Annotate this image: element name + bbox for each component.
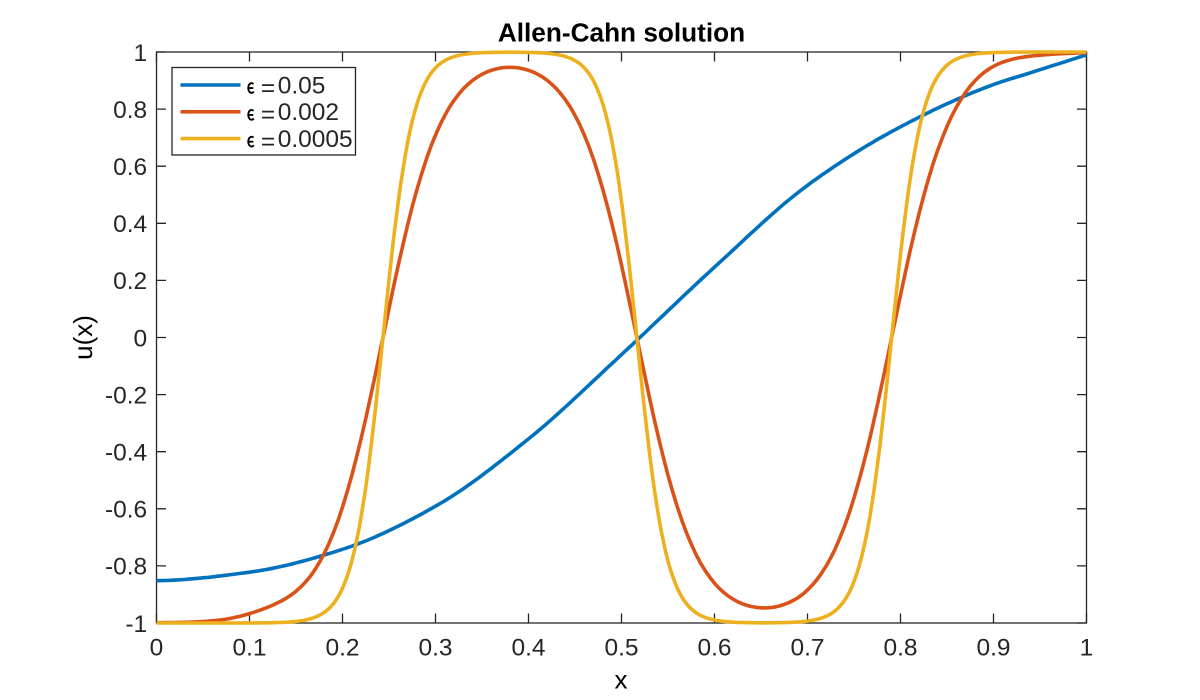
svg-text:=: = [261, 75, 275, 102]
svg-text:0.05: 0.05 [278, 72, 326, 99]
svg-text:0.6: 0.6 [113, 154, 147, 181]
svg-text:-1: -1 [125, 611, 147, 638]
svg-text:0.4: 0.4 [113, 211, 147, 238]
svg-text:-0.8: -0.8 [105, 554, 147, 581]
svg-text:0.6: 0.6 [697, 635, 731, 662]
svg-text:0.2: 0.2 [325, 635, 359, 662]
svg-text:=: = [261, 129, 275, 156]
svg-text:0.5: 0.5 [604, 635, 638, 662]
svg-text:0.002: 0.002 [278, 99, 339, 126]
svg-text:0.8: 0.8 [113, 97, 147, 124]
svg-text:-0.4: -0.4 [105, 440, 147, 467]
svg-text:x: x [615, 665, 628, 695]
svg-text:u(x): u(x) [68, 315, 98, 360]
svg-text:0.1: 0.1 [232, 635, 266, 662]
svg-text:0: 0 [134, 325, 148, 352]
svg-text:-0.2: -0.2 [105, 382, 147, 409]
svg-text:1: 1 [1080, 635, 1094, 662]
svg-text:0.2: 0.2 [113, 268, 147, 295]
svg-text:0.0005: 0.0005 [278, 126, 353, 153]
svg-text:0.4: 0.4 [511, 635, 545, 662]
svg-text:0.9: 0.9 [976, 635, 1010, 662]
svg-text:0.8: 0.8 [883, 635, 917, 662]
svg-text:0.3: 0.3 [418, 635, 452, 662]
svg-text:Allen-Cahn solution: Allen-Cahn solution [498, 18, 745, 48]
svg-text:1: 1 [134, 40, 148, 67]
svg-text:0: 0 [150, 635, 164, 662]
svg-text:0.7: 0.7 [790, 635, 824, 662]
svg-text:=: = [261, 102, 275, 129]
svg-text:-0.6: -0.6 [105, 497, 147, 524]
